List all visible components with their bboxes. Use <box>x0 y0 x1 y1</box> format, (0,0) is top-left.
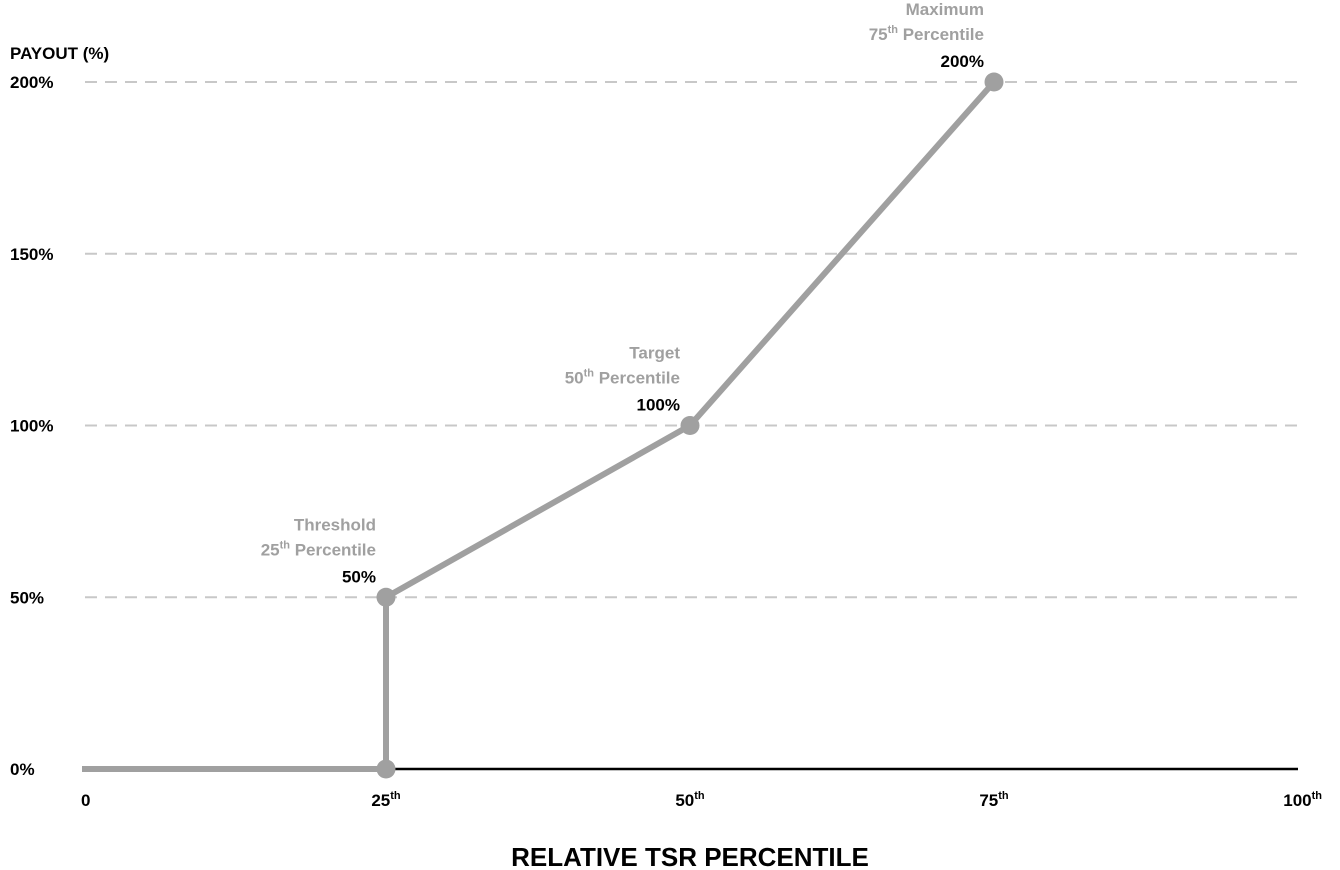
annotation-title-0: Threshold <box>294 515 376 534</box>
data-point-3 <box>984 72 1004 92</box>
annotation-percentile-0: 25th Percentile <box>261 539 376 559</box>
annotation-percentile-1: 50th Percentile <box>565 368 680 388</box>
annotation-title-2: Maximum <box>906 0 984 19</box>
data-point-1 <box>376 587 396 607</box>
annotation-value-2: 200% <box>941 52 984 71</box>
y-tick-label-4: 200% <box>10 73 53 92</box>
payout-line-series-0 <box>82 80 997 772</box>
annotation-value-0: 50% <box>342 567 376 586</box>
y-tick-label-3: 150% <box>10 245 53 264</box>
x-tick-label-3: 75th <box>979 790 1009 810</box>
data-point-2 <box>680 416 700 435</box>
y-tick-label-2: 100% <box>10 417 53 436</box>
annotation-value-1: 100% <box>637 396 680 415</box>
x-tick-label-0: 0 <box>81 791 90 810</box>
y-axis-title: PAYOUT (%) <box>10 44 109 63</box>
x-tick-label-2: 50th <box>675 790 705 810</box>
annotation-title-1: Target <box>629 344 680 363</box>
y-tick-label-0: 0% <box>10 760 35 779</box>
x-tick-label-4: 100th <box>1283 790 1322 810</box>
annotation-percentile-2: 75th Percentile <box>869 24 984 44</box>
data-point-0 <box>376 759 396 779</box>
y-tick-label-1: 50% <box>10 588 44 607</box>
x-axis-title: RELATIVE TSR PERCENTILE <box>511 842 869 870</box>
x-tick-label-1: 25th <box>371 790 401 810</box>
